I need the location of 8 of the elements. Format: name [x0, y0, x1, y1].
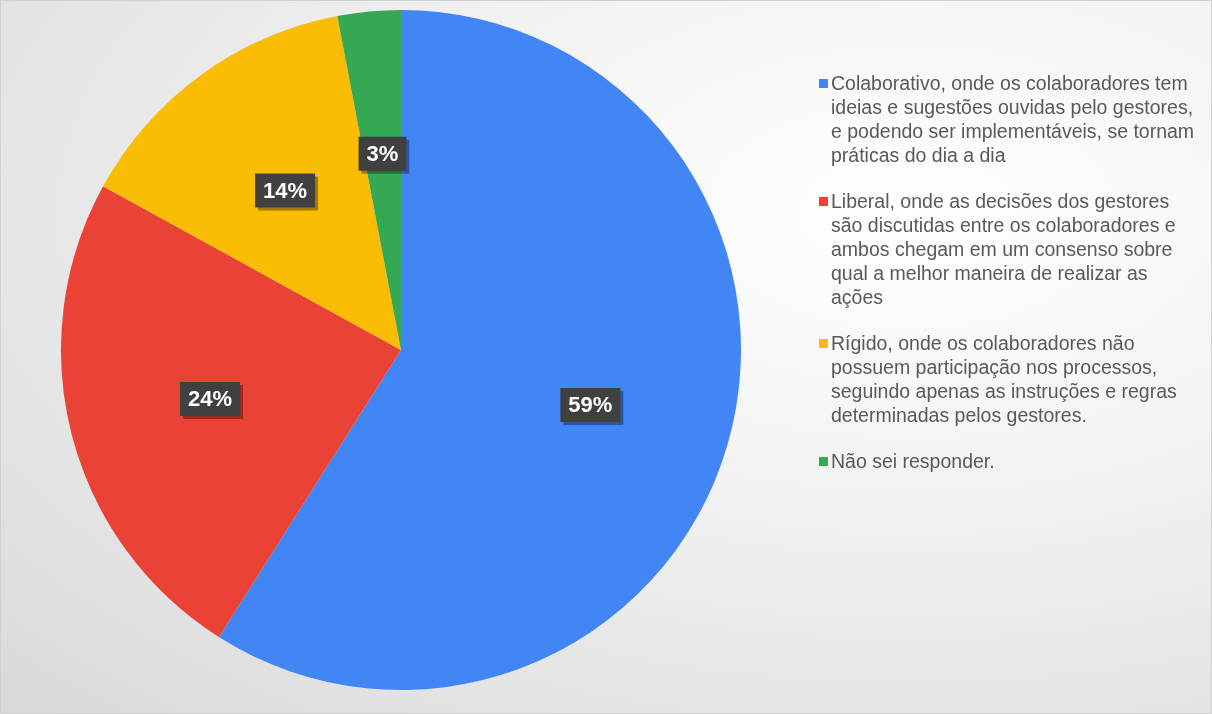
legend-label: Não sei responder.	[831, 449, 995, 473]
legend-label: Liberal, onde as decisões dos gestores são discutidas entre os colaboradores e ambos chegam em um consenso sobre qual a melhor maneira de realizar as ações	[831, 189, 1177, 309]
legend-label: Colaborativo, onde os colaboradores tem ideias e sugestões ouvidas pelo gestores, e podendo ser implementáveis, se tornam práticas do dia a dia	[831, 71, 1196, 167]
legend-label: Rígido, onde os colaboradores não possuem participação nos processos, seguindo apenas as instruções e regras determinadas pelos gestores.	[831, 331, 1178, 427]
data-label: 3%	[366, 140, 399, 166]
data-label: 14%	[263, 177, 308, 203]
data-label: 59%	[568, 392, 613, 418]
data-label: 24%	[187, 386, 233, 412]
